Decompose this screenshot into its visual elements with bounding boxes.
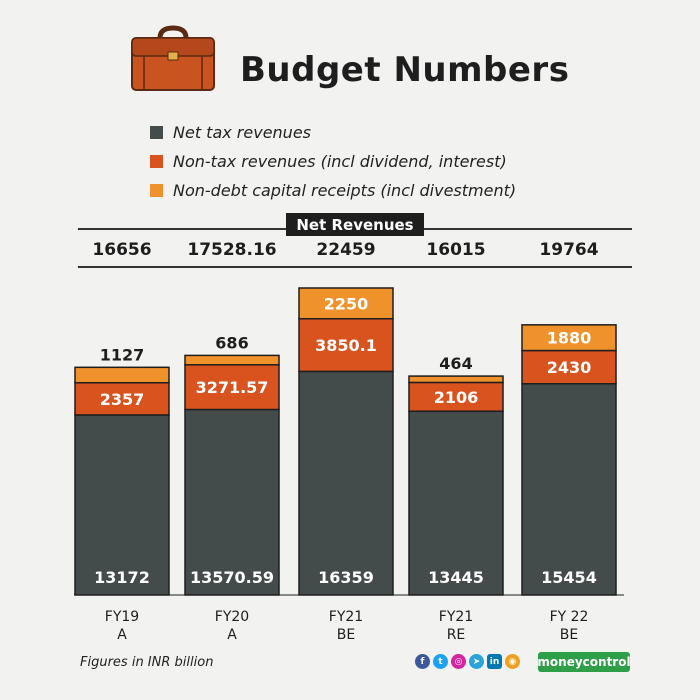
- legend-item-net-tax: Net tax revenues: [150, 118, 516, 147]
- legend: Net tax revenues Non-tax revenues (incl …: [150, 118, 516, 205]
- data-label-non-tax: 2430: [547, 358, 592, 377]
- social-icons: f t ◎ ➤ in ◉: [415, 654, 520, 669]
- category-label: FY21: [329, 609, 363, 625]
- legend-swatch: [150, 184, 163, 197]
- net-revenue-value: 22459: [316, 240, 376, 260]
- bar-segment-non-debt: [74, 366, 170, 384]
- bar-segment-net-tax: [298, 370, 394, 596]
- category-label: FY20: [215, 609, 249, 625]
- net-revenue-value: 17528.16: [187, 240, 277, 260]
- bar-segment-non-debt: [298, 287, 394, 320]
- data-label-non-debt: 1127: [100, 345, 145, 364]
- data-label-net-tax: 13570.59: [190, 568, 274, 587]
- bar-segment-non-debt: [184, 354, 280, 366]
- data-label-non-tax: 3271.57: [196, 378, 269, 397]
- data-label-net-tax: 13445: [428, 568, 484, 587]
- bar-segment-net-tax: [521, 383, 617, 596]
- podcast-icon[interactable]: ◉: [505, 654, 520, 669]
- data-label-net-tax: 15454: [541, 568, 597, 587]
- net-revenue-value: 16656: [92, 240, 152, 260]
- facebook-icon[interactable]: f: [415, 654, 430, 669]
- rule-bottom: [78, 266, 632, 268]
- bar-segment-non-tax: [298, 318, 394, 373]
- legend-label: Net tax revenues: [173, 123, 311, 142]
- data-label-net-tax: 13172: [94, 568, 150, 587]
- data-label-non-debt: 464: [439, 354, 472, 373]
- bar-segment-net-tax: [184, 408, 280, 596]
- legend-label: Non-tax revenues (incl dividend, interes…: [173, 152, 507, 171]
- category-label: BE: [337, 627, 355, 643]
- net-revenue-value: 16015: [426, 240, 486, 260]
- twitter-icon[interactable]: t: [433, 654, 448, 669]
- category-label: RE: [447, 627, 466, 643]
- telegram-icon[interactable]: ➤: [469, 654, 484, 669]
- footnote: Figures in INR billion: [80, 655, 214, 670]
- net-revenue-value: 19764: [539, 240, 599, 260]
- bar-segment-non-tax: [74, 381, 170, 416]
- brand-logo: moneycontrol: [537, 652, 631, 672]
- bar-segment-non-debt: [521, 324, 617, 352]
- legend-item-non-tax: Non-tax revenues (incl dividend, interes…: [150, 147, 516, 176]
- legend-label: Non-debt capital receipts (incl divestme…: [173, 181, 517, 200]
- category-label: FY19: [105, 609, 139, 625]
- category-label: A: [227, 627, 237, 643]
- legend-swatch: [150, 126, 163, 139]
- data-label-non-tax: 3850.1: [315, 336, 377, 355]
- bar-segment-non-tax: [184, 364, 280, 411]
- page-title: Budget Numbers: [240, 50, 570, 90]
- category-label: BE: [560, 627, 578, 643]
- legend-swatch: [150, 155, 163, 168]
- data-label-non-tax: 2106: [434, 388, 479, 407]
- data-label-non-tax: 2357: [100, 390, 145, 409]
- data-label-net-tax: 16359: [318, 568, 374, 587]
- category-label: A: [117, 627, 127, 643]
- data-label-non-debt: 1880: [547, 329, 592, 348]
- net-revenues-label: Net Revenues: [286, 213, 424, 236]
- data-label-non-debt: 686: [215, 333, 248, 352]
- legend-item-non-debt: Non-debt capital receipts (incl divestme…: [150, 176, 516, 205]
- bar-segment-net-tax: [74, 414, 170, 596]
- linkedin-icon[interactable]: in: [487, 654, 502, 669]
- instagram-icon[interactable]: ◎: [451, 654, 466, 669]
- briefcase-icon: [131, 25, 215, 91]
- category-label: FY21: [439, 609, 473, 625]
- bar-segment-non-debt: [408, 375, 504, 384]
- data-label-non-debt: 2250: [324, 294, 369, 313]
- bar-segment-net-tax: [408, 410, 504, 596]
- category-label: FY 22: [550, 609, 589, 625]
